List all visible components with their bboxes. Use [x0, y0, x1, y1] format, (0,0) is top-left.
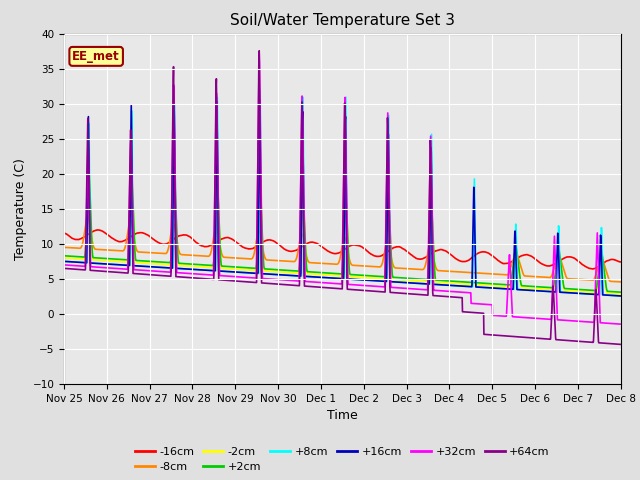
+2cm — [235, 264, 243, 270]
+2cm — [60, 253, 68, 259]
+2cm — [617, 289, 625, 295]
+2cm — [612, 289, 620, 295]
-16cm — [60, 230, 68, 236]
-2cm — [536, 286, 543, 292]
+32cm — [351, 282, 359, 288]
-2cm — [85, 169, 93, 175]
+64cm — [60, 265, 68, 271]
+32cm — [612, 321, 620, 327]
+32cm — [536, 316, 543, 322]
Line: -2cm: -2cm — [64, 172, 621, 294]
+64cm — [235, 278, 243, 284]
-16cm — [589, 266, 596, 272]
+8cm — [612, 293, 620, 299]
+8cm — [351, 276, 359, 282]
+8cm — [60, 258, 68, 264]
+32cm — [60, 262, 68, 268]
Line: +2cm: +2cm — [64, 171, 621, 292]
-16cm — [226, 235, 234, 241]
-8cm — [612, 279, 620, 285]
+16cm — [351, 276, 359, 282]
+2cm — [243, 265, 250, 271]
+8cm — [536, 288, 543, 294]
-8cm — [243, 256, 250, 262]
Text: EE_met: EE_met — [72, 50, 120, 63]
+64cm — [617, 342, 625, 348]
-2cm — [226, 266, 234, 272]
+64cm — [612, 341, 620, 347]
+64cm — [351, 287, 359, 293]
+64cm — [243, 279, 250, 285]
+16cm — [256, 97, 264, 103]
+64cm — [536, 336, 543, 341]
+32cm — [235, 274, 243, 280]
Title: Soil/Water Temperature Set 3: Soil/Water Temperature Set 3 — [230, 13, 455, 28]
-8cm — [617, 279, 625, 285]
-2cm — [617, 291, 625, 297]
+16cm — [612, 293, 620, 299]
+16cm — [226, 269, 234, 275]
Line: -8cm: -8cm — [64, 217, 621, 282]
Line: -16cm: -16cm — [64, 230, 621, 269]
+16cm — [60, 258, 68, 264]
-8cm — [60, 244, 68, 250]
+8cm — [243, 270, 250, 276]
+2cm — [351, 272, 359, 278]
+2cm — [85, 168, 93, 174]
+2cm — [226, 264, 234, 269]
Legend: -16cm, -8cm, -2cm, +2cm, +8cm, +16cm, +32cm, +64cm: -16cm, -8cm, -2cm, +2cm, +8cm, +16cm, +3… — [131, 442, 554, 477]
-2cm — [612, 291, 620, 297]
+32cm — [243, 275, 250, 280]
-8cm — [84, 214, 92, 220]
-8cm — [235, 255, 243, 261]
X-axis label: Time: Time — [327, 409, 358, 422]
-2cm — [351, 274, 359, 280]
-8cm — [536, 274, 543, 280]
+16cm — [243, 270, 250, 276]
+8cm — [226, 269, 234, 275]
+64cm — [255, 48, 263, 54]
Y-axis label: Temperature (C): Temperature (C) — [14, 158, 27, 260]
-2cm — [235, 266, 243, 272]
-8cm — [226, 255, 234, 261]
+32cm — [255, 51, 263, 57]
+16cm — [536, 288, 543, 294]
Line: +64cm: +64cm — [64, 51, 621, 345]
-16cm — [235, 241, 243, 247]
+32cm — [226, 274, 234, 279]
-2cm — [243, 267, 250, 273]
+16cm — [235, 269, 243, 275]
-8cm — [351, 263, 359, 268]
Line: +16cm: +16cm — [64, 100, 621, 296]
-16cm — [243, 245, 250, 251]
-16cm — [617, 259, 625, 265]
+2cm — [536, 284, 543, 290]
+8cm — [617, 293, 625, 299]
Line: +32cm: +32cm — [64, 54, 621, 324]
+8cm — [235, 269, 243, 275]
Line: +8cm: +8cm — [64, 91, 621, 296]
-16cm — [351, 242, 359, 248]
-16cm — [93, 227, 101, 233]
+16cm — [617, 293, 625, 299]
-2cm — [60, 255, 68, 261]
+64cm — [226, 278, 234, 284]
+32cm — [617, 321, 625, 327]
-16cm — [536, 260, 543, 265]
+8cm — [256, 88, 264, 94]
-16cm — [612, 258, 620, 264]
